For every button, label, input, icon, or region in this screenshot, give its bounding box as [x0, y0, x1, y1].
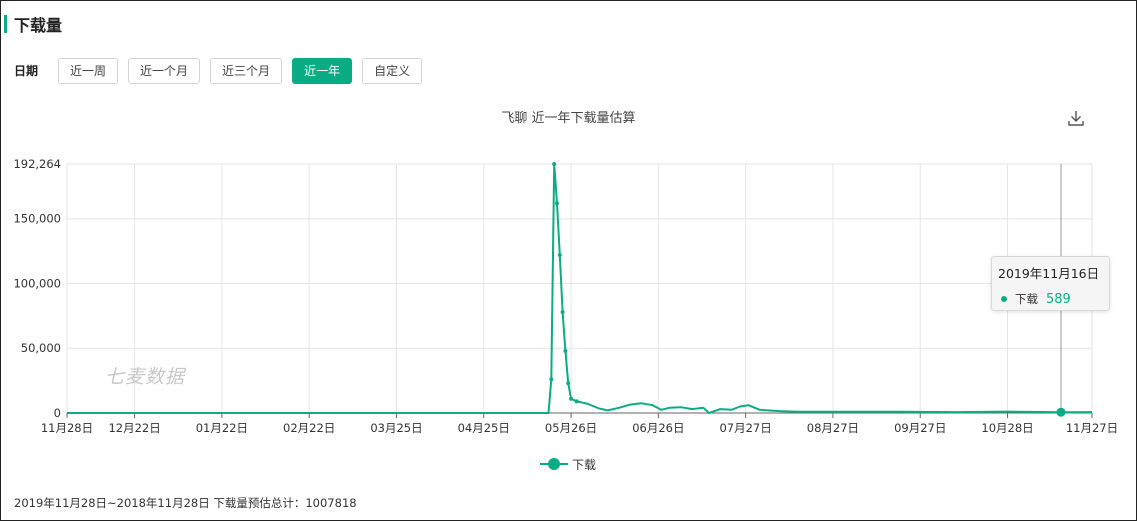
chart-title: 飞聊 近一年下载量估算	[501, 111, 636, 126]
x-tick-label: 06月26日	[632, 421, 684, 435]
x-tick-label: 12月22日	[108, 421, 160, 435]
x-tick-label: 04月25日	[458, 421, 510, 435]
highlight-point	[1056, 407, 1066, 417]
data-point	[569, 396, 574, 401]
title-accent-bar	[4, 15, 7, 33]
range-button-year[interactable]: 近一年	[292, 57, 353, 84]
tooltip-date: 2019年11月16日	[998, 266, 1100, 281]
footer-summary: 2019年11月28日~2018年11月28日 下载量预估总计：1007818	[14, 496, 357, 510]
download-icon[interactable]	[1066, 108, 1086, 128]
data-point	[549, 377, 554, 382]
chart-axes: 0 50,000 100,000 150,000 192,264 11月28日 12月22日…	[13, 157, 1118, 435]
x-tick-label: 08月27日	[807, 421, 859, 435]
range-button-three-months[interactable]: 近三个月	[210, 57, 283, 84]
data-point	[574, 399, 579, 404]
y-tick-label: 192,264	[13, 157, 61, 171]
legend-marker	[540, 457, 568, 471]
y-tick-label: 150,000	[13, 212, 61, 226]
tooltip-value: 589	[1046, 291, 1071, 307]
page-title: 下载量	[14, 16, 63, 35]
watermark: 七麦数据	[105, 366, 186, 388]
chart-tooltip: 2019年11月16日 下载 589	[991, 256, 1110, 311]
chart-grid	[66, 163, 1093, 414]
data-point	[566, 381, 571, 386]
x-tick-label: 09月27日	[894, 421, 946, 435]
series-line-downloads	[67, 163, 1093, 414]
x-tick-label: 07月27日	[719, 421, 771, 435]
date-filter: 日期 近一周 近一个月 近三个月 近一年 自定义	[14, 57, 432, 84]
x-tick-label: 11月28日	[41, 421, 93, 435]
legend-label: 下载	[572, 457, 597, 472]
x-tick-label: 01月22日	[196, 421, 248, 435]
tooltip-series-name: 下载	[1015, 292, 1038, 306]
x-tick-label: 11月27日	[1066, 421, 1118, 435]
x-tick-label: 02月22日	[283, 421, 335, 435]
y-tick-label: 100,000	[13, 276, 61, 290]
data-point	[563, 348, 568, 353]
date-filter-label: 日期	[14, 64, 39, 78]
data-point	[554, 201, 559, 206]
y-tick-label: 0	[54, 406, 61, 420]
data-point	[560, 309, 565, 314]
y-tick-label: 50,000	[21, 341, 61, 355]
tooltip-series-dot	[1001, 296, 1007, 302]
section-header: 下载量	[4, 14, 63, 35]
x-tick-label: 10月28日	[981, 421, 1033, 435]
range-button-month[interactable]: 近一个月	[128, 57, 201, 84]
chart-legend[interactable]: 下载	[540, 455, 596, 473]
x-tick-label: 05月26日	[545, 421, 597, 435]
data-point	[552, 162, 557, 166]
range-button-custom[interactable]: 自定义	[362, 57, 423, 84]
chart-series	[67, 162, 1093, 417]
range-button-week[interactable]: 近一周	[58, 57, 119, 84]
tooltip-row: 下载 589	[998, 291, 1103, 307]
data-point	[557, 252, 562, 257]
x-tick-label: 03月25日	[370, 421, 422, 435]
